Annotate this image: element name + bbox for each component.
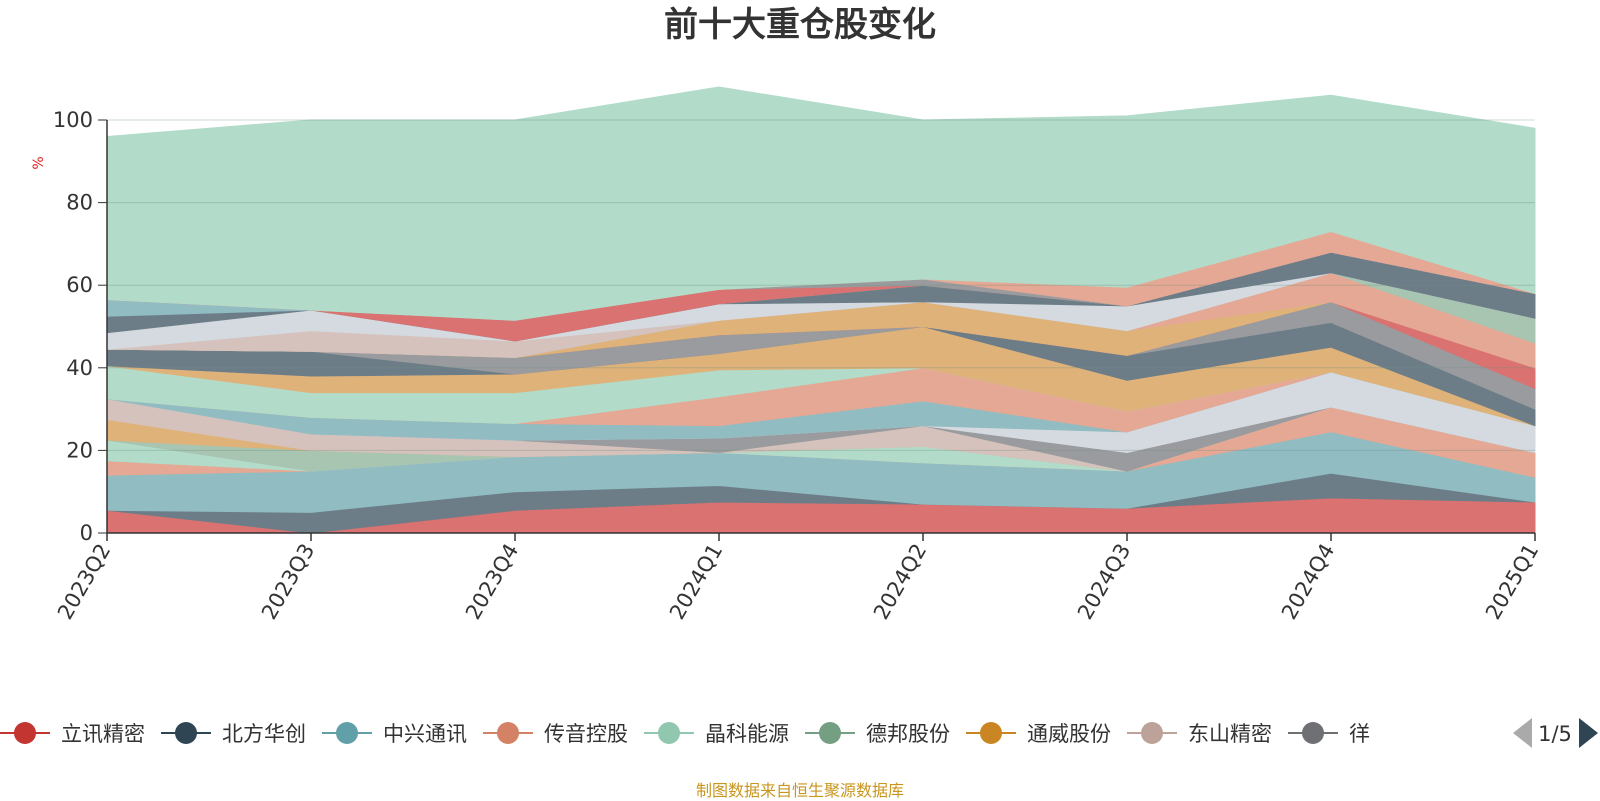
legend-item-9[interactable]: 徉 [1288, 722, 1370, 746]
x-tick-label: 2024Q3 [1073, 540, 1135, 624]
plot-area [106, 86, 1536, 534]
legend-prev-icon[interactable] [1513, 718, 1532, 748]
legend-circle-icon [14, 722, 36, 744]
legend-circle-icon [819, 722, 841, 744]
legend-label: 北方华创 [222, 722, 306, 746]
legend-item-8[interactable]: 东山精密 [1127, 722, 1272, 746]
x-tick-label: 2024Q4 [1277, 540, 1339, 624]
legend-circle-icon [497, 722, 519, 744]
data-source-note: 制图数据来自恒生聚源数据库 [695, 781, 904, 800]
legend-label: 德邦股份 [866, 722, 950, 746]
legend-circle-icon [1141, 722, 1163, 744]
y-tick-label: 100 [53, 108, 93, 132]
y-tick-label: 60 [66, 273, 93, 297]
y-tick-label: 20 [66, 438, 93, 462]
x-tick-label: 2024Q2 [869, 540, 931, 624]
x-tick-label: 2023Q4 [461, 540, 523, 624]
legend-item-4[interactable]: 传音控股 [483, 722, 628, 746]
legend-label: 晶科能源 [705, 722, 789, 746]
area-series-28 [106, 86, 1536, 321]
legend-label: 立讯精密 [61, 722, 145, 746]
legend-label: 传音控股 [544, 722, 628, 746]
legend-label: 东山精密 [1188, 722, 1272, 746]
x-tick-label: 2025Q1 [1481, 540, 1543, 624]
x-tick-label: 2023Q3 [257, 540, 319, 624]
x-tick-label: 2023Q2 [53, 540, 115, 624]
legend-circle-icon [175, 722, 197, 744]
x-tick-label: 2024Q1 [665, 540, 727, 624]
y-tick-label: 0 [80, 521, 93, 545]
legend-label: 徉 [1349, 722, 1370, 746]
legend-item-7[interactable]: 通威股份 [966, 722, 1111, 746]
y-tick-label: 40 [66, 356, 93, 380]
legend-circle-icon [658, 722, 680, 744]
legend-next-icon[interactable] [1579, 718, 1598, 748]
legend-item-2[interactable]: 北方华创 [161, 722, 306, 746]
legend-item-6[interactable]: 德邦股份 [805, 722, 950, 746]
legend[interactable]: 立讯精密 北方华创 中兴通讯 传音控股 晶科能源 德邦股份 通威股份 东山精密 徉 [0, 722, 1370, 746]
legend-pager: 1/5 [1513, 718, 1598, 748]
legend-label: 中兴通讯 [383, 722, 467, 746]
legend-circle-icon [336, 722, 358, 744]
chart-title: 前十大重仓股变化 [664, 5, 936, 45]
y-tick-label: 80 [66, 191, 93, 215]
legend-item-1[interactable]: 立讯精密 [0, 722, 145, 746]
legend-item-3[interactable]: 中兴通讯 [322, 722, 467, 746]
legend-circle-icon [1302, 722, 1324, 744]
legend-page-indicator: 1/5 [1538, 722, 1572, 746]
legend-circle-icon [980, 722, 1002, 744]
legend-label: 通威股份 [1027, 722, 1111, 746]
y-axis-unit: % [31, 156, 47, 169]
legend-item-5[interactable]: 晶科能源 [644, 722, 789, 746]
